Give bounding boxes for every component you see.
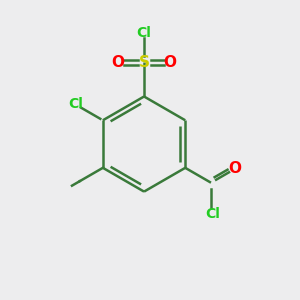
Text: Cl: Cl (205, 207, 220, 221)
Text: O: O (111, 55, 124, 70)
Text: Cl: Cl (136, 26, 152, 40)
Text: O: O (164, 55, 177, 70)
Text: O: O (228, 160, 241, 175)
Text: Cl: Cl (68, 97, 83, 111)
Text: S: S (139, 55, 150, 70)
